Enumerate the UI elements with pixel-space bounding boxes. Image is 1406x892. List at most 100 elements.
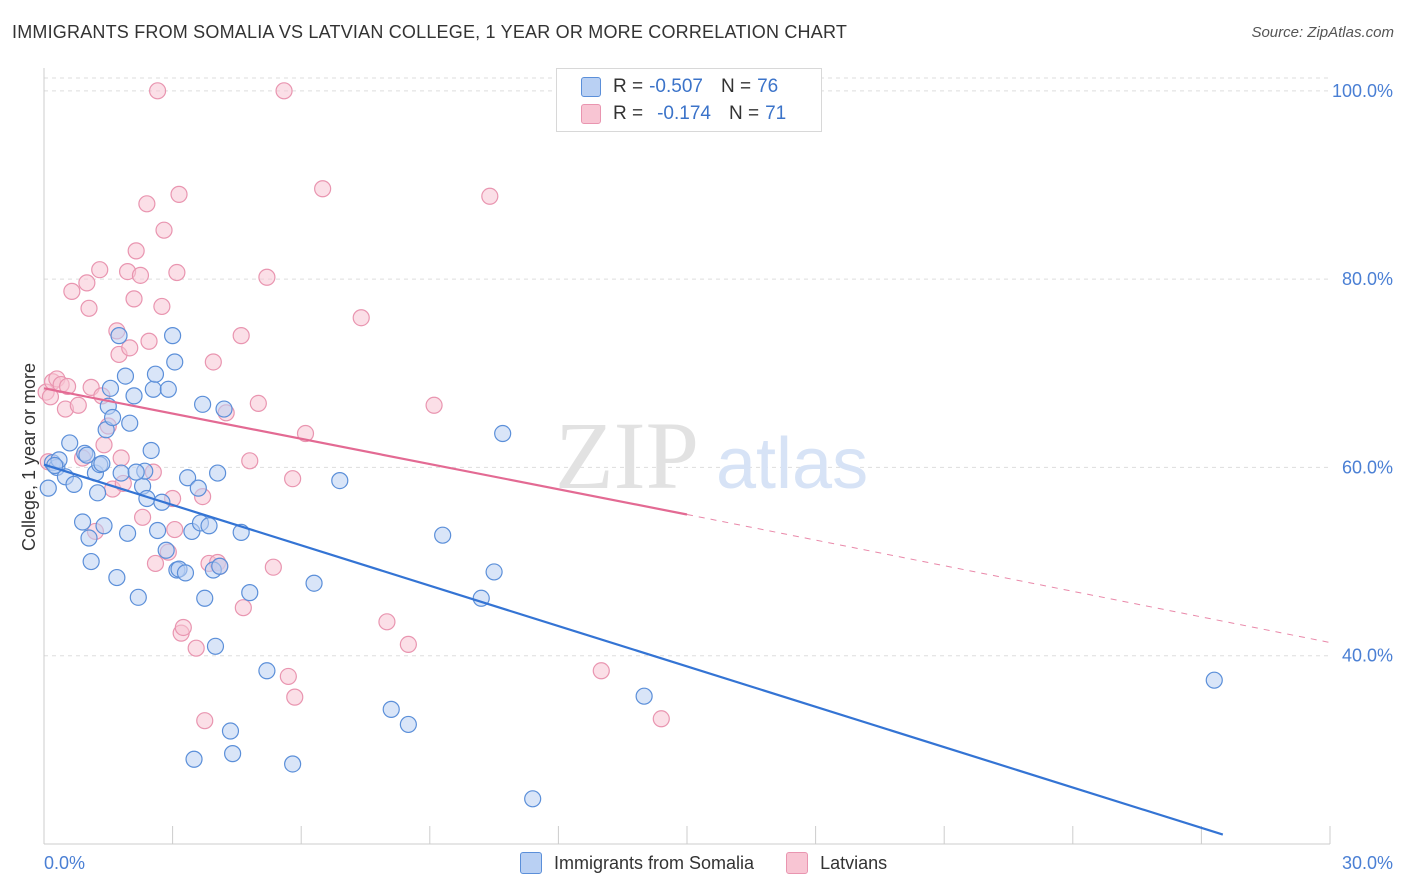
somalia-point (179, 469, 197, 487)
somalia-point (176, 564, 195, 582)
somalia-point (196, 589, 214, 607)
y-tick-label: 40.0% (1342, 646, 1393, 666)
y-tick-label: 80.0% (1342, 269, 1393, 289)
somalia-point (110, 327, 128, 345)
watermark-zip: ZIP (555, 402, 699, 509)
series-legend: Immigrants from Somalia Latvians (520, 852, 919, 874)
somalia-point (148, 521, 167, 540)
latvians-trend-extension (686, 513, 1331, 644)
y-axis-label: College, 1 year or more (19, 363, 39, 551)
latvians-point (425, 396, 443, 414)
y-tick-label: 100.0% (1332, 81, 1393, 101)
legend-row-latvians: R = -0.174 N = 71 (581, 102, 786, 126)
correlation-legend: R = -0.507 N = 76 R = -0.174 N = 71 (556, 68, 822, 132)
latvians-point (153, 297, 171, 316)
somalia-point (103, 408, 122, 427)
somalia-point (118, 524, 137, 542)
latvians-point (249, 394, 267, 412)
tick-labels: 40.0% 60.0% 80.0% 100.0% 0.0% 30.0% (44, 81, 1393, 873)
latvians-point (399, 635, 417, 654)
latvians-point (258, 268, 276, 286)
latvians-point (592, 662, 610, 680)
latvians-legend-swatch (786, 852, 809, 874)
latvians-point (232, 327, 250, 345)
somalia-point (185, 750, 203, 768)
latvians-point (121, 339, 139, 357)
latvians-point (296, 424, 315, 443)
latvians-trend-line (43, 387, 688, 516)
somalia-point (200, 517, 218, 535)
watermark-atlas: atlas (716, 424, 868, 504)
latvians-point (63, 282, 81, 300)
somalia-point (129, 588, 147, 606)
somalia-point (305, 574, 323, 592)
somalia-swatch (581, 77, 601, 97)
latvians-point (133, 508, 152, 526)
somalia-point (635, 687, 653, 705)
n-label: N = (720, 76, 752, 97)
watermark: ZIP atlas (555, 402, 868, 509)
latvians-point (196, 712, 214, 730)
latvians-point (131, 266, 150, 284)
chart-title: IMMIGRANTS FROM SOMALIA VS LATVIAN COLLE… (12, 22, 848, 42)
latvians-point (234, 599, 252, 617)
somalia-point (211, 557, 229, 575)
latvians-point (146, 554, 165, 573)
somalia-point (88, 484, 107, 502)
latvians-point (140, 332, 158, 350)
somalia-point (485, 563, 503, 581)
latvians-point (378, 613, 396, 631)
latvians-point (264, 558, 282, 576)
somalia-point (258, 662, 276, 680)
latvians-point (352, 309, 370, 327)
somalia-point (80, 529, 98, 547)
somalia-point (382, 700, 400, 718)
latvians-r-value: -0.174 (657, 103, 711, 124)
somalia-point (166, 353, 184, 371)
latvians-point (155, 221, 173, 239)
latvians-point (275, 82, 293, 100)
somalia-r-value: -0.507 (649, 76, 703, 97)
latvians-point (69, 396, 87, 414)
somalia-point (189, 479, 207, 497)
somalia-point (95, 517, 113, 535)
latvians-point (91, 261, 109, 279)
y-tick-label: 60.0% (1342, 457, 1393, 477)
somalia-point (61, 434, 79, 452)
somalia-trend-line (43, 463, 1224, 836)
somalia-point (146, 365, 165, 383)
latvians-point (138, 195, 156, 213)
latvians-point (286, 688, 304, 706)
somalia-point (78, 446, 96, 464)
legend-item-somalia[interactable]: Immigrants from Somalia (520, 852, 754, 874)
somalia-point (194, 395, 212, 413)
legend-row-somalia: R = -0.507 N = 76 (581, 75, 778, 99)
somalia-point (112, 464, 130, 482)
latvians-point (284, 470, 302, 488)
r-label: R = (613, 103, 644, 124)
latvians-n-value: 71 (765, 103, 787, 124)
r-label: R = (613, 76, 644, 97)
latvians-point (166, 520, 184, 539)
trend-lines (43, 387, 1331, 836)
legend-item-latvians[interactable]: Latvians (786, 852, 887, 874)
somalia-point (221, 722, 240, 740)
latvians-point (125, 290, 143, 308)
somalia-point (206, 637, 225, 655)
somalia-point (116, 367, 135, 385)
somalia-point (101, 379, 120, 397)
latvians-point (241, 452, 259, 470)
somalia-point (434, 526, 452, 544)
somalia-point (65, 475, 83, 493)
latvians-point (204, 353, 222, 371)
somalia-point (399, 715, 417, 734)
somalia-point (121, 414, 139, 432)
latvians-point (174, 618, 192, 637)
n-label: N = (728, 103, 760, 124)
somalia-point (144, 380, 162, 398)
somalia-point (125, 387, 143, 405)
latvians-point (168, 263, 186, 282)
latvians-point (187, 639, 205, 657)
latvians-point (112, 449, 130, 467)
